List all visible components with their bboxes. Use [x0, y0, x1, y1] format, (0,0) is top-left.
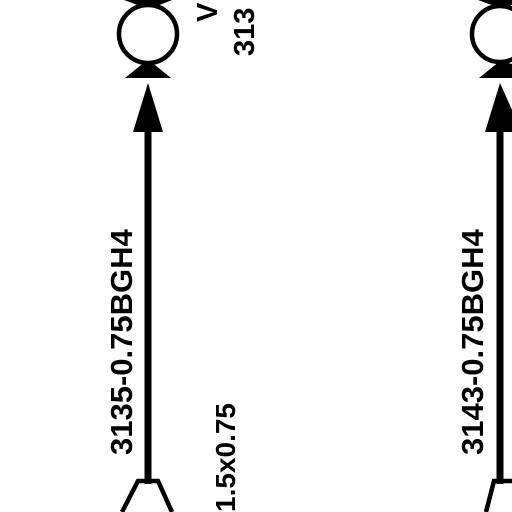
right-connector-circle [469, 3, 512, 65]
left-wire-code-label: 3135-0.75BGH4 [104, 229, 139, 455]
left-node-label-top: V [192, 2, 224, 22]
left-arrowhead [133, 83, 163, 132]
left-wire [144, 128, 152, 484]
right-wire-code-label: 3143-0.75BGH4 [455, 229, 490, 455]
left-size-label: 1.5x0.75 [210, 403, 241, 512]
left-node-label-bottom: 313 [229, 7, 261, 56]
circuit-left [116, 0, 180, 512]
right-bottom-bowtie [479, 61, 512, 78]
circuit-right [469, 0, 512, 512]
left-bottom-connector [120, 478, 175, 512]
right-bottom-connector [483, 478, 512, 512]
right-arrowhead [485, 83, 512, 132]
left-connector-circle [116, 2, 180, 66]
left-bottom-bowtie [125, 61, 171, 78]
right-wire [496, 128, 504, 484]
